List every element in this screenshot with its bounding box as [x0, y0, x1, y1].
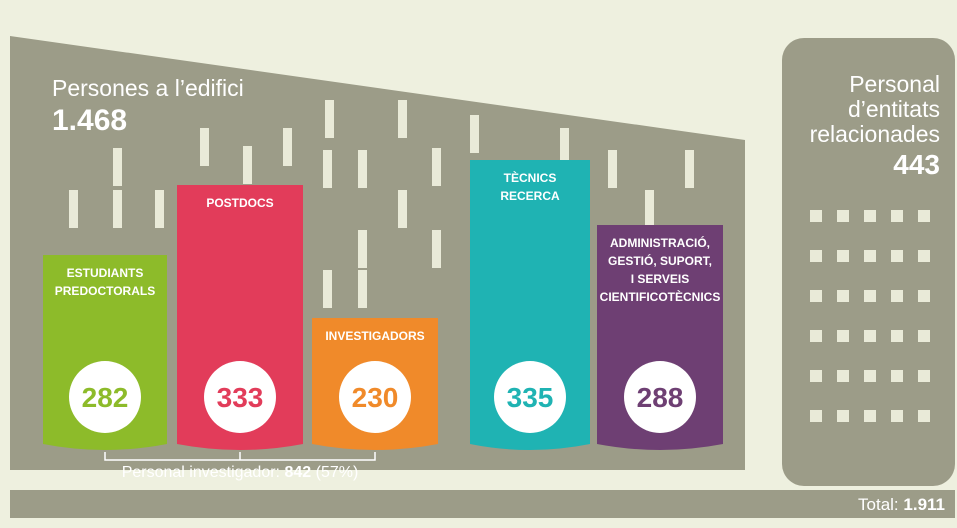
window — [837, 290, 849, 302]
window — [243, 146, 252, 184]
group-label: ESTUDIANTS — [67, 266, 144, 280]
window — [864, 290, 876, 302]
infographic: Persones a l’edifici 1.468 ESTUDIANTS PRE… — [0, 0, 957, 528]
window — [113, 148, 122, 186]
window — [323, 270, 332, 308]
window — [891, 370, 903, 382]
window — [432, 148, 441, 186]
window — [837, 250, 849, 262]
group-label: RECERCA — [500, 189, 560, 203]
window — [891, 210, 903, 222]
window — [200, 128, 209, 166]
window — [685, 150, 694, 188]
window — [810, 330, 822, 342]
window — [918, 250, 930, 262]
window — [113, 190, 122, 228]
window — [837, 410, 849, 422]
total-strip — [10, 490, 955, 518]
window — [837, 210, 849, 222]
group-label: POSTDOCS — [206, 196, 273, 210]
window — [864, 250, 876, 262]
window — [398, 100, 407, 138]
group-label: INVESTIGADORS — [325, 329, 424, 343]
window — [358, 270, 367, 308]
window — [864, 410, 876, 422]
total: Total: 1.911 — [858, 495, 945, 514]
window — [810, 250, 822, 262]
window — [918, 410, 930, 422]
group-label: TÈCNICS — [504, 170, 557, 185]
window — [864, 330, 876, 342]
window — [325, 100, 334, 138]
window — [358, 230, 367, 268]
research-staff: Personal investigador: 842 (57%) — [122, 464, 359, 481]
window — [810, 370, 822, 382]
window — [810, 290, 822, 302]
window — [645, 190, 654, 228]
building-total: 1.468 — [52, 104, 127, 137]
window — [864, 370, 876, 382]
building-title: Persones a l’edifici — [52, 75, 244, 101]
window — [398, 190, 407, 228]
group-label: I SERVEIS — [631, 272, 689, 286]
group-value: 282 — [82, 382, 129, 413]
window — [918, 370, 930, 382]
window — [470, 115, 479, 153]
window — [918, 290, 930, 302]
group-label: CIENTIFICOTÈCNICS — [600, 289, 721, 304]
window — [69, 190, 78, 228]
window — [918, 210, 930, 222]
window — [891, 330, 903, 342]
window — [432, 230, 441, 268]
group-label: PREDOCTORALS — [55, 284, 155, 298]
window — [810, 210, 822, 222]
window — [810, 410, 822, 422]
window — [283, 128, 292, 166]
group-value: 288 — [637, 382, 684, 413]
window — [837, 330, 849, 342]
window — [891, 250, 903, 262]
window — [323, 150, 332, 188]
group-value: 335 — [507, 382, 554, 413]
group-value: 230 — [352, 382, 399, 413]
window — [837, 370, 849, 382]
window — [918, 330, 930, 342]
window — [358, 150, 367, 188]
window — [608, 150, 617, 188]
group-label: GESTIÓ, SUPORT, — [608, 253, 712, 268]
group-value: 333 — [217, 382, 264, 413]
window — [864, 210, 876, 222]
window — [891, 410, 903, 422]
related-value: 443 — [893, 149, 940, 180]
group-label: ADMINISTRACIÓ, — [610, 235, 710, 250]
window — [155, 190, 164, 228]
window — [891, 290, 903, 302]
